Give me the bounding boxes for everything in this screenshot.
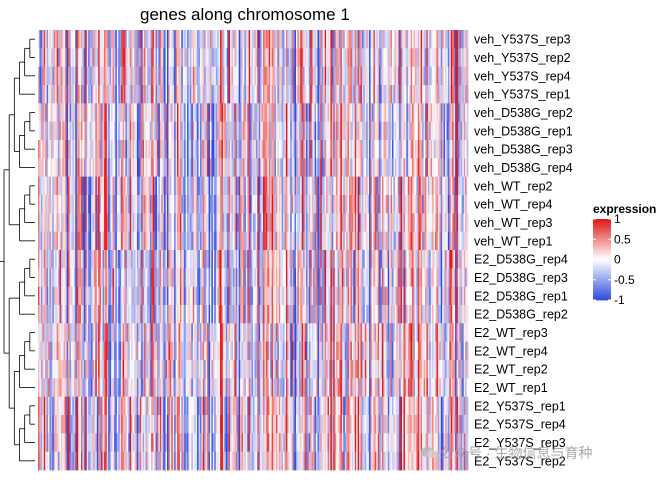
heatmap-body xyxy=(38,30,468,470)
heatmap-cell xyxy=(467,30,469,49)
heatmap-cell xyxy=(467,268,469,287)
heatmap-cell xyxy=(467,232,469,251)
heatmap-cell xyxy=(467,287,469,306)
heatmap-cell xyxy=(467,103,469,122)
heatmap-cell xyxy=(467,140,469,159)
heatmap-cell xyxy=(467,122,469,141)
row-dendrogram xyxy=(0,39,35,461)
heatmap-cell xyxy=(467,177,469,196)
heatmap-cell xyxy=(467,158,469,177)
heatmap-cell xyxy=(467,48,469,67)
heatmap-cell xyxy=(467,305,469,324)
chart-title: genes along chromosome 1 xyxy=(140,5,350,25)
heatmap-cell xyxy=(467,85,469,104)
heatmap-cell xyxy=(467,67,469,86)
heatmap-cell xyxy=(467,195,469,214)
heatmap-cell xyxy=(467,213,469,232)
heatmap-cell xyxy=(467,250,469,269)
